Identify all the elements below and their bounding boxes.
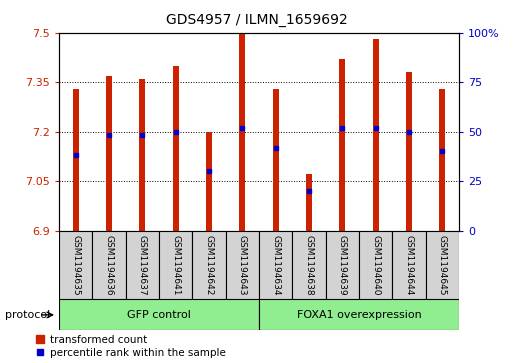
Text: GSM1194643: GSM1194643 — [238, 235, 247, 295]
Text: FOXA1 overexpression: FOXA1 overexpression — [297, 310, 422, 320]
Bar — [73, 89, 78, 231]
Bar — [326, 231, 359, 299]
Bar — [259, 299, 459, 330]
Text: GSM1194641: GSM1194641 — [171, 235, 180, 295]
Bar — [173, 66, 179, 231]
Bar — [292, 231, 326, 299]
Text: GSM1194642: GSM1194642 — [205, 235, 213, 295]
Text: GDS4957 / ILMN_1659692: GDS4957 / ILMN_1659692 — [166, 13, 347, 27]
Text: GSM1194635: GSM1194635 — [71, 234, 80, 295]
Text: protocol: protocol — [5, 310, 50, 320]
Bar — [306, 175, 312, 231]
Bar — [140, 79, 145, 231]
Bar — [226, 231, 259, 299]
Bar — [259, 231, 292, 299]
Bar — [240, 33, 245, 231]
Bar — [406, 72, 412, 231]
Bar — [206, 132, 212, 231]
Bar — [106, 76, 112, 231]
Bar — [192, 231, 226, 299]
Text: GSM1194645: GSM1194645 — [438, 235, 447, 295]
Text: GSM1194637: GSM1194637 — [138, 234, 147, 295]
Bar — [92, 231, 126, 299]
Text: GFP control: GFP control — [127, 310, 191, 320]
Bar — [273, 89, 279, 231]
Bar — [59, 299, 259, 330]
Bar — [340, 59, 345, 231]
Text: GSM1194644: GSM1194644 — [405, 235, 413, 295]
Bar — [392, 231, 426, 299]
Text: GSM1194636: GSM1194636 — [105, 234, 113, 295]
Bar — [159, 231, 192, 299]
Text: GSM1194638: GSM1194638 — [305, 234, 313, 295]
Text: GSM1194640: GSM1194640 — [371, 235, 380, 295]
Bar — [126, 231, 159, 299]
Bar — [359, 231, 392, 299]
Bar — [440, 89, 445, 231]
Text: GSM1194639: GSM1194639 — [338, 234, 347, 295]
Legend: transformed count, percentile rank within the sample: transformed count, percentile rank withi… — [36, 335, 225, 358]
Bar — [373, 39, 379, 231]
Text: GSM1194634: GSM1194634 — [271, 235, 280, 295]
Bar — [59, 231, 92, 299]
Bar — [426, 231, 459, 299]
